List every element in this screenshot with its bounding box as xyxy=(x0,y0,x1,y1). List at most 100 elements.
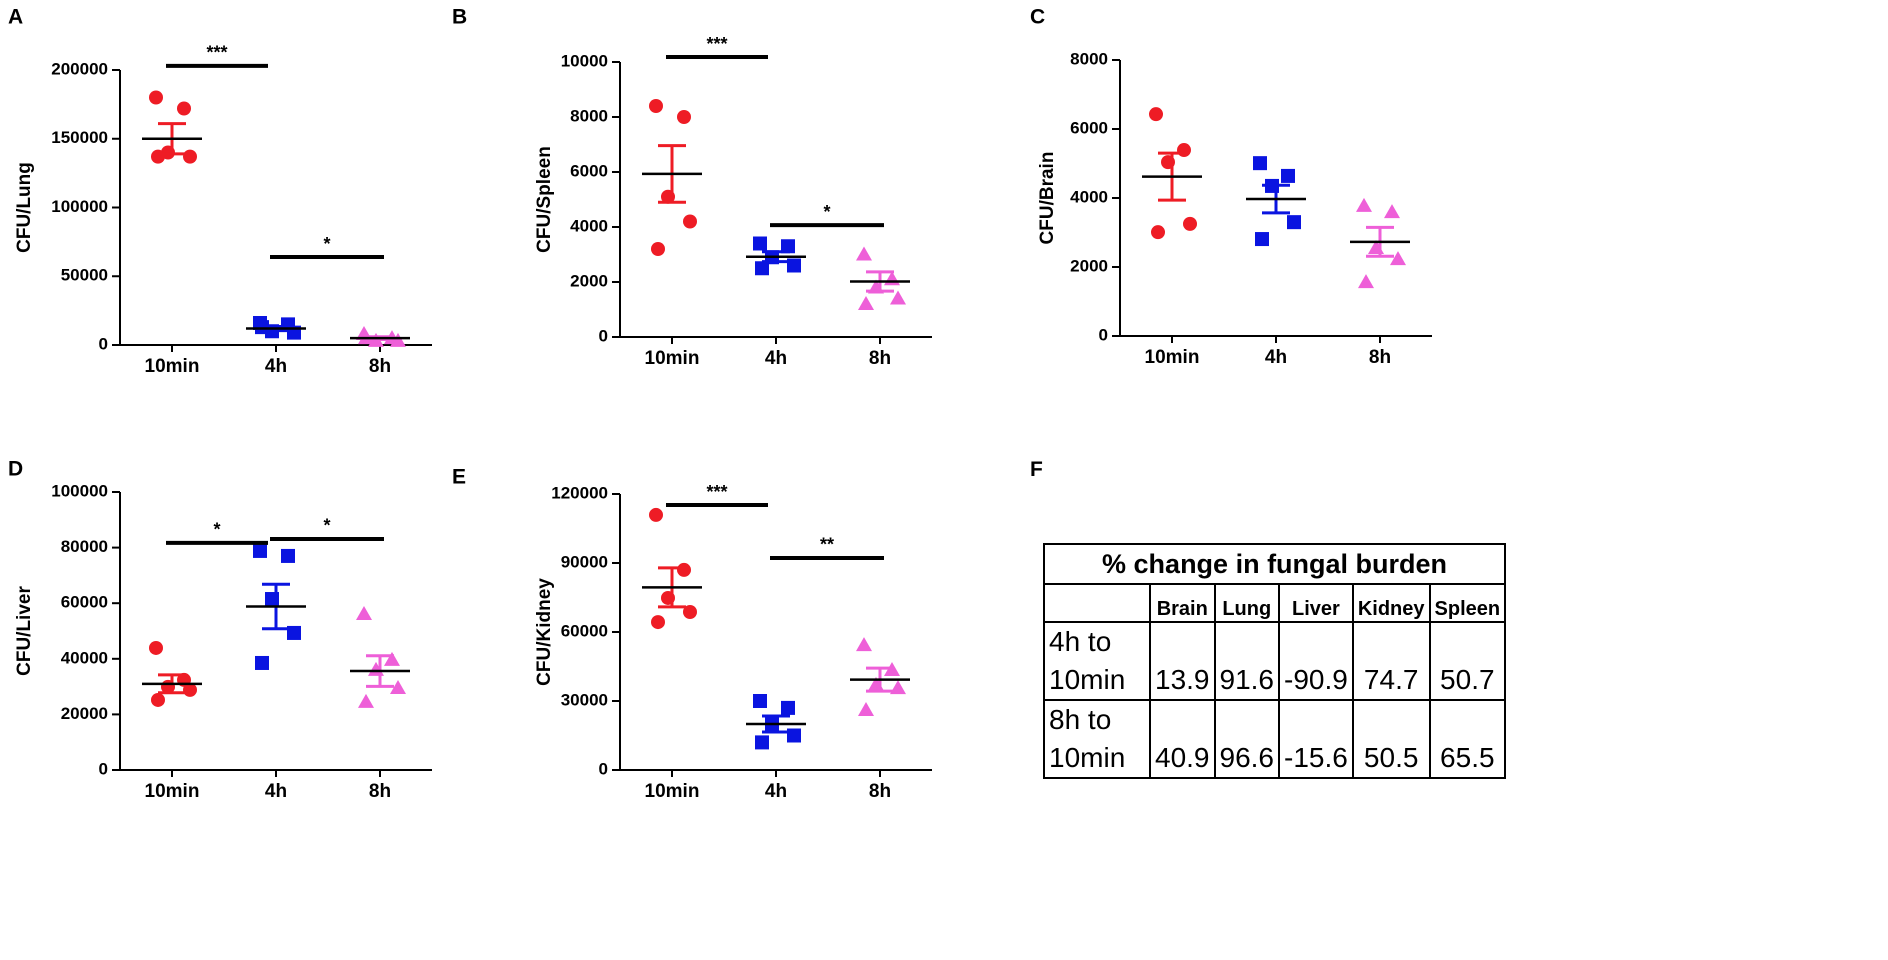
y-axis-label: CFU/Liver xyxy=(14,586,35,676)
x-tick-label: 10min xyxy=(645,348,700,369)
x-tick-label: 4h xyxy=(765,781,787,802)
row-label: 4h to 10min xyxy=(1043,621,1151,701)
y-axis-label: CFU/Lung xyxy=(14,162,35,253)
y-tick-label: 60000 xyxy=(61,593,108,612)
x-tick-label: 8h xyxy=(1369,347,1391,368)
table-cell: 40.9 xyxy=(1149,699,1216,779)
significance-label: * xyxy=(823,202,830,222)
data-point xyxy=(1358,274,1374,289)
column-header: Kidney xyxy=(1351,583,1431,623)
y-tick-label: 40000 xyxy=(61,648,108,667)
data-point xyxy=(1255,232,1269,247)
data-point xyxy=(1177,143,1191,158)
header-row: Brain Lung Liver Kidney Spleen xyxy=(1043,583,1507,623)
x-tick-label: 10min xyxy=(1145,347,1200,368)
data-point xyxy=(787,728,801,743)
y-tick-label: 10000 xyxy=(561,51,608,70)
y-tick-label: 150000 xyxy=(51,128,108,147)
data-point xyxy=(781,700,795,715)
y-tick-label: 90000 xyxy=(561,552,608,571)
y-tick-label: 100000 xyxy=(51,481,108,500)
row-label: 8h to 10min xyxy=(1043,699,1151,779)
data-point xyxy=(890,290,906,305)
significance-label: * xyxy=(323,516,330,536)
column-header: Liver xyxy=(1278,583,1354,623)
y-tick-label: 80000 xyxy=(61,537,108,556)
y-tick-label: 60000 xyxy=(561,621,608,640)
y-tick-label: 20000 xyxy=(61,704,108,723)
panel-letter: A xyxy=(8,6,23,29)
panel-letter: F xyxy=(1030,458,1043,481)
table-cell: 96.6 xyxy=(1213,699,1280,779)
data-point xyxy=(858,296,874,310)
table-cell: 65.5 xyxy=(1428,699,1507,779)
y-axis-label: CFU/Spleen xyxy=(534,146,555,253)
x-tick-label: 4h xyxy=(265,781,287,802)
data-point xyxy=(1287,215,1301,230)
data-point xyxy=(253,543,267,558)
data-point xyxy=(183,149,197,164)
y-tick-label: 0 xyxy=(599,326,608,345)
data-point xyxy=(651,615,665,630)
data-point xyxy=(368,661,384,676)
data-point xyxy=(358,693,374,708)
panel-letter: B xyxy=(452,6,467,29)
y-axis-label: CFU/Kidney xyxy=(534,578,555,686)
column-header: Spleen xyxy=(1428,583,1507,623)
data-point xyxy=(651,242,665,256)
data-point xyxy=(884,271,900,286)
x-tick-label: 10min xyxy=(645,781,700,802)
y-tick-label: 0 xyxy=(99,334,108,353)
table: % change in fungal burden Brain Lung Liver… xyxy=(1042,543,1507,779)
significance-label: * xyxy=(323,234,330,254)
data-point xyxy=(787,258,801,273)
data-point xyxy=(1356,197,1372,212)
x-tick-label: 8h xyxy=(869,348,891,369)
data-point xyxy=(1253,156,1267,171)
significance-label: ** xyxy=(820,535,834,555)
y-tick-label: 8000 xyxy=(1070,49,1108,68)
column-header: Brain xyxy=(1149,583,1216,623)
data-point xyxy=(149,640,163,655)
data-point xyxy=(683,604,697,619)
data-point xyxy=(677,562,691,577)
data-point xyxy=(683,214,697,229)
y-tick-label: 120000 xyxy=(551,483,608,502)
data-point xyxy=(1390,251,1406,266)
y-tick-label: 4000 xyxy=(1070,187,1108,206)
significance-label: *** xyxy=(706,34,727,54)
data-point xyxy=(1149,107,1163,122)
y-tick-label: 4000 xyxy=(570,216,608,235)
x-tick-label: 8h xyxy=(369,356,391,377)
panel-letter: E xyxy=(452,466,466,489)
data-point xyxy=(677,110,691,124)
table-cell: 13.9 xyxy=(1149,621,1216,701)
table-cell: -15.6 xyxy=(1278,699,1354,779)
data-point xyxy=(856,246,872,261)
data-point xyxy=(649,99,663,113)
data-point xyxy=(755,735,769,750)
y-tick-label: 2000 xyxy=(570,271,608,290)
data-point xyxy=(1151,225,1165,240)
x-tick-label: 8h xyxy=(869,781,891,802)
y-axis-label: CFU/Brain xyxy=(1037,152,1058,245)
table-cell: 50.5 xyxy=(1351,699,1431,779)
data-point xyxy=(255,655,269,670)
data-point xyxy=(753,694,767,708)
table-row: 4h to 10min 13.9 91.6 -90.9 74.7 50.7 xyxy=(1043,621,1507,701)
table-cell: 91.6 xyxy=(1213,621,1280,701)
significance-label: *** xyxy=(706,482,727,502)
table-title: % change in fungal burden xyxy=(1042,543,1507,585)
y-tick-label: 200000 xyxy=(51,59,108,78)
data-point xyxy=(390,332,406,347)
y-tick-label: 0 xyxy=(599,759,608,778)
significance-label: *** xyxy=(206,43,227,63)
y-tick-label: 30000 xyxy=(561,690,608,709)
y-tick-label: 6000 xyxy=(570,161,608,180)
x-tick-label: 4h xyxy=(265,356,287,377)
x-tick-label: 4h xyxy=(1265,347,1287,368)
data-point xyxy=(1281,168,1295,183)
data-point xyxy=(856,637,872,652)
